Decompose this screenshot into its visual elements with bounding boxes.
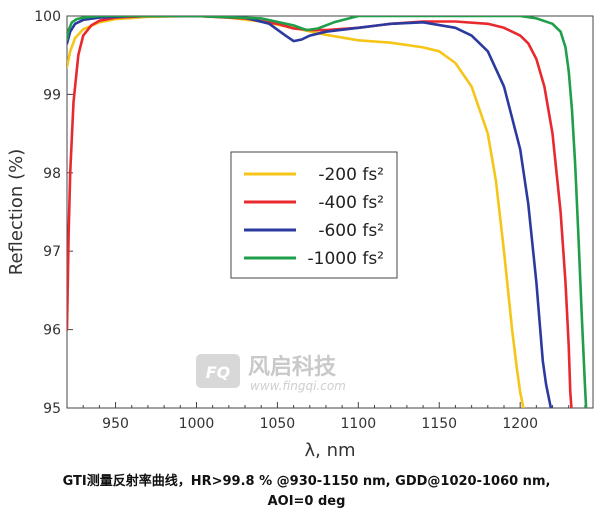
watermark-cn: 风启科技 <box>248 354 337 380</box>
series-line-3 <box>67 16 588 408</box>
x-tick-label: 950 <box>102 416 129 432</box>
legend-label-3: -1000 fs² <box>308 249 384 269</box>
watermark-url: www.fingqi.com <box>250 379 346 393</box>
x-tick-label: 1050 <box>260 416 296 432</box>
x-tick-label: 1100 <box>341 416 377 432</box>
legend-label-0: -200 fs² <box>318 165 384 185</box>
watermark-logo-text: FQ <box>206 363 231 382</box>
caption-line-1: GTI测量反射率曲线，HR>99.8 % @930-1150 nm, GDD@1… <box>62 474 551 489</box>
y-tick-label: 100 <box>34 9 61 25</box>
series-lines <box>67 16 588 408</box>
x-tick-label: 1150 <box>421 416 457 432</box>
legend: -200 fs² -400 fs² -600 fs² -1000 fs² <box>230 151 398 279</box>
plot-frame <box>66 15 594 409</box>
y-tick-label: 96 <box>43 323 61 339</box>
caption-line-2: AOI=0 deg <box>267 494 346 509</box>
y-axis-label: Reflection (%) <box>6 149 27 275</box>
y-tick-label: 99 <box>43 87 61 103</box>
reflection-chart: 950 1000 1050 1100 1150 1200 95 96 97 98 99 100 Ref… <box>6 9 594 461</box>
y-tick-label: 98 <box>43 166 61 182</box>
y-tick-label: 97 <box>43 244 61 260</box>
x-tick-label: 1200 <box>502 416 538 432</box>
watermark-logo-icon <box>196 354 240 388</box>
series-line-0 <box>67 16 525 408</box>
x-tick-label: 1000 <box>179 416 215 432</box>
y-tick-label: 95 <box>43 401 61 417</box>
legend-label-2: -600 fs² <box>318 221 384 241</box>
watermark: FQ 风启科技 www.fingqi.com <box>196 354 346 393</box>
legend-label-1: -400 fs² <box>318 193 384 213</box>
x-axis-label: λ, nm <box>304 440 355 461</box>
